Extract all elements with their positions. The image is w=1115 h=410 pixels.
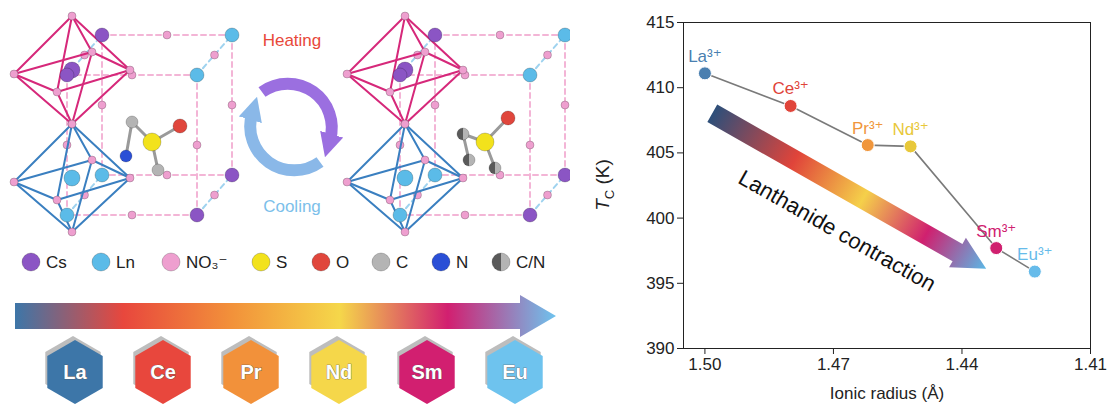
svg-text:La: La — [63, 361, 87, 383]
svg-text:N: N — [456, 253, 468, 272]
svg-text:1.50: 1.50 — [688, 355, 721, 374]
svg-text:Ln: Ln — [116, 253, 135, 272]
svg-text:La³⁺: La³⁺ — [688, 47, 722, 66]
svg-text:Eu³⁺: Eu³⁺ — [1017, 245, 1052, 264]
svg-text:S: S — [276, 253, 287, 272]
svg-text:415: 415 — [646, 13, 674, 32]
svg-text:1.47: 1.47 — [817, 355, 850, 374]
svg-text:1.41: 1.41 — [1074, 355, 1107, 374]
svg-text:C/N: C/N — [516, 253, 545, 272]
svg-text:Nd: Nd — [326, 361, 353, 383]
svg-text:Ce: Ce — [150, 361, 176, 383]
svg-text:TC (K): TC (K) — [592, 159, 617, 211]
svg-text:Cs: Cs — [46, 253, 67, 272]
svg-text:Sm³⁺: Sm³⁺ — [976, 222, 1016, 241]
svg-text:Eu: Eu — [502, 361, 528, 383]
svg-text:395: 395 — [646, 274, 674, 293]
svg-text:390: 390 — [646, 339, 674, 358]
svg-text:Heating: Heating — [263, 31, 322, 50]
svg-text:Sm: Sm — [411, 361, 442, 383]
svg-text:Pr: Pr — [240, 361, 261, 383]
svg-text:O: O — [336, 253, 349, 272]
svg-text:Pr³⁺: Pr³⁺ — [852, 119, 884, 138]
svg-text:Cooling: Cooling — [263, 197, 321, 216]
svg-text:1.44: 1.44 — [945, 355, 978, 374]
svg-text:400: 400 — [646, 209, 674, 228]
svg-text:Ionic radius (Å): Ionic radius (Å) — [830, 384, 944, 403]
svg-text:NO₃⁻: NO₃⁻ — [186, 253, 227, 272]
svg-text:Ce³⁺: Ce³⁺ — [772, 79, 808, 98]
svg-text:405: 405 — [646, 143, 674, 162]
svg-text:410: 410 — [646, 78, 674, 97]
svg-text:C: C — [396, 253, 408, 272]
svg-text:Nd³⁺: Nd³⁺ — [892, 120, 928, 139]
svg-text:Lanthanide contraction: Lanthanide contraction — [734, 165, 940, 297]
